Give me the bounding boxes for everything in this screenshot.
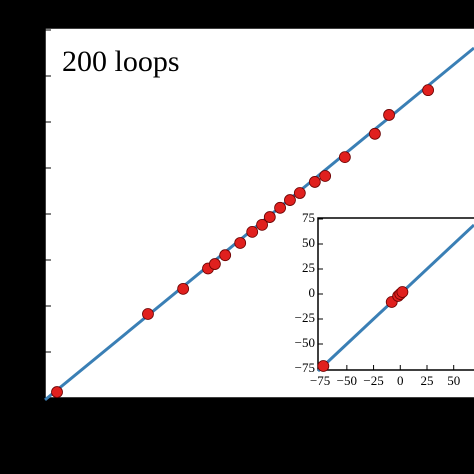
y-tick-label: 75 <box>302 210 315 225</box>
data-point <box>369 127 381 140</box>
data-point <box>422 84 434 97</box>
data-point <box>219 249 232 262</box>
data-point <box>246 225 259 238</box>
data-point <box>308 176 321 188</box>
data-point <box>256 218 268 231</box>
data-point <box>338 151 351 164</box>
data-point <box>383 109 395 121</box>
x-tick-label: −75 <box>310 373 330 388</box>
data-point <box>284 194 296 206</box>
x-tick-label: 0 <box>397 373 404 388</box>
data-point <box>177 282 190 295</box>
data-point <box>319 170 332 182</box>
data-point <box>317 360 330 372</box>
x-tick-label: −50 <box>337 373 357 388</box>
x-tick-label: 25 <box>420 373 433 388</box>
data-point <box>293 187 306 199</box>
annotation: 200 loops <box>62 45 180 78</box>
x-tick-label: 50 <box>447 373 460 388</box>
x-tick-label: −25 <box>363 373 383 388</box>
data-point <box>396 286 409 298</box>
y-tick-label: 25 <box>302 260 315 275</box>
data-point <box>142 308 154 320</box>
data-point <box>234 237 247 249</box>
y-tick-label: −75 <box>295 360 315 375</box>
data-point <box>208 258 221 270</box>
data-point <box>274 201 286 214</box>
y-tick-label: 0 <box>309 285 316 300</box>
y-tick-label: 50 <box>302 235 315 250</box>
data-point <box>263 211 276 223</box>
y-tick-label: −25 <box>295 310 315 325</box>
data-point <box>51 386 63 398</box>
y-tick-label: −50 <box>295 335 315 350</box>
